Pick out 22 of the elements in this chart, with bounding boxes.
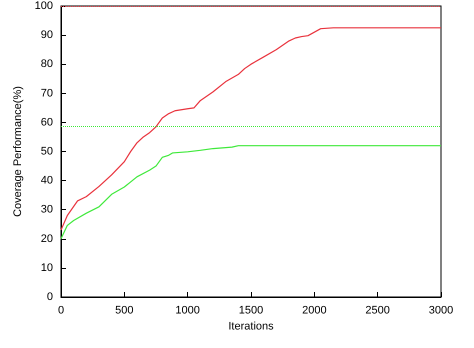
y-tick-label: 10 (40, 262, 53, 274)
y-tick-label: 100 (34, 0, 53, 12)
y-tick-label: 40 (40, 174, 53, 187)
y-tick-label: 90 (40, 29, 53, 42)
x-axis-title: Iterations (228, 320, 274, 332)
y-tick-label: 70 (40, 87, 53, 100)
line-series (60, 145, 442, 240)
x-tick-label: 1500 (238, 304, 264, 316)
y-tick-label: 0 (46, 291, 53, 303)
x-tick-label: 500 (115, 304, 134, 316)
y-tick-label: 60 (40, 116, 53, 128)
x-tick-label: 2000 (302, 304, 327, 316)
y-axis-title: Coverage Performance(%) (12, 86, 24, 217)
x-tick-label: 0 (58, 304, 64, 316)
x-tick-label: 2500 (365, 304, 390, 316)
y-tick-label: 50 (40, 146, 53, 158)
line-series (60, 27, 442, 231)
y-tick-label: 30 (40, 204, 53, 216)
x-tick-label: 3000 (428, 304, 454, 316)
y-tick-label: 20 (40, 232, 53, 245)
x-tick-label: 1000 (175, 304, 200, 316)
y-tick-label: 80 (40, 58, 53, 70)
